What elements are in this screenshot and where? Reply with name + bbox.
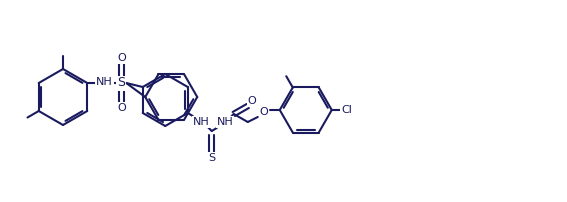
Text: NH: NH — [192, 117, 209, 127]
Text: NH: NH — [217, 117, 233, 127]
Text: NH: NH — [96, 77, 113, 87]
Text: Cl: Cl — [341, 105, 352, 115]
Text: O: O — [118, 53, 126, 63]
Text: O: O — [259, 107, 268, 117]
Text: O: O — [118, 103, 126, 113]
Text: S: S — [208, 153, 215, 163]
Text: O: O — [247, 96, 256, 106]
Text: S: S — [117, 77, 125, 89]
